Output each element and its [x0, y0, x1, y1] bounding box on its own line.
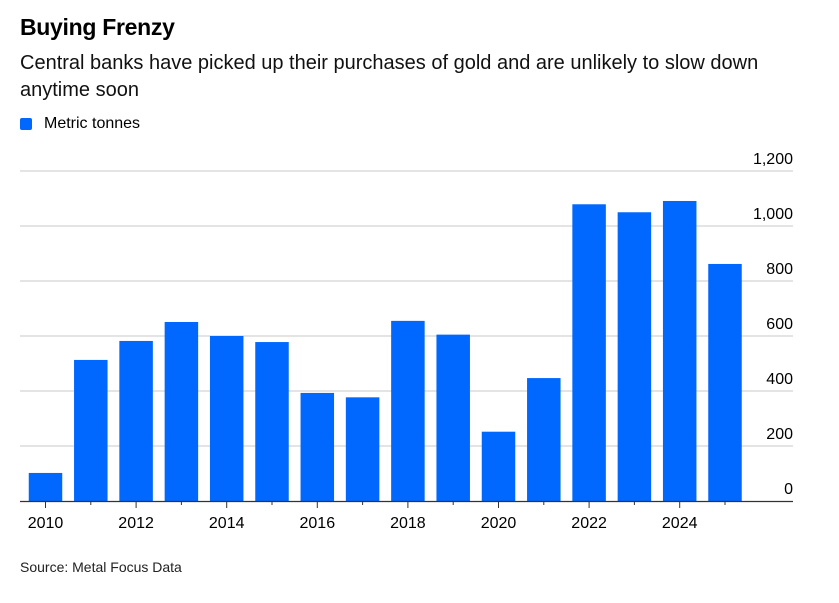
x-tick-label: 2024: [662, 515, 698, 532]
bar-2017: [345, 397, 380, 501]
legend-swatch: [20, 118, 32, 130]
bar-2012: [119, 340, 153, 501]
x-tick-label: 2022: [571, 515, 607, 532]
y-axis-labels: 0 200 400 600 800 1,000 1,200: [753, 151, 793, 498]
y-tick-label: 200: [766, 426, 793, 443]
legend: Metric tonnes: [20, 115, 140, 133]
y-tick-label: 600: [766, 316, 793, 333]
bar-2015: [255, 342, 289, 501]
x-tick-label: 2018: [390, 515, 426, 532]
bar-2014: [209, 336, 244, 501]
bar-2023: [617, 212, 652, 501]
chart-subtitle: Central banks have picked up their purch…: [20, 52, 759, 101]
y-tick-label: 0: [784, 481, 793, 498]
bar-2010: [28, 472, 63, 501]
x-tick-label: 2020: [481, 515, 517, 532]
bar-2024: [662, 200, 697, 501]
y-tick-label: 1,200: [753, 151, 793, 168]
bar-2018: [391, 320, 425, 501]
x-tick-label: 2014: [209, 515, 245, 532]
y-tick-label: 800: [766, 261, 793, 278]
x-tick-label: 2012: [118, 515, 154, 532]
bar-2019: [436, 334, 470, 501]
bars: [28, 200, 742, 501]
bar-2022: [572, 204, 606, 501]
bar-2025: [708, 263, 742, 501]
bar-2020: [481, 431, 516, 501]
bar-2021: [527, 378, 561, 501]
x-axis: [20, 500, 793, 508]
x-tick-label: 2010: [28, 515, 64, 532]
x-tick-label: 2016: [300, 515, 336, 532]
legend-label: Metric tonnes: [44, 115, 141, 132]
chart-title: Buying Frenzy: [20, 14, 175, 40]
bar-2011: [74, 359, 108, 501]
source-note: Source: Metal Focus Data: [20, 559, 182, 575]
x-axis-labels: 2010 2012 2014 2016 2018 2020 2022 2024: [28, 515, 698, 532]
bar-2013: [164, 321, 199, 501]
y-tick-label: 400: [766, 371, 793, 388]
y-tick-label: 1,000: [753, 206, 793, 223]
bar-2016: [300, 392, 335, 501]
